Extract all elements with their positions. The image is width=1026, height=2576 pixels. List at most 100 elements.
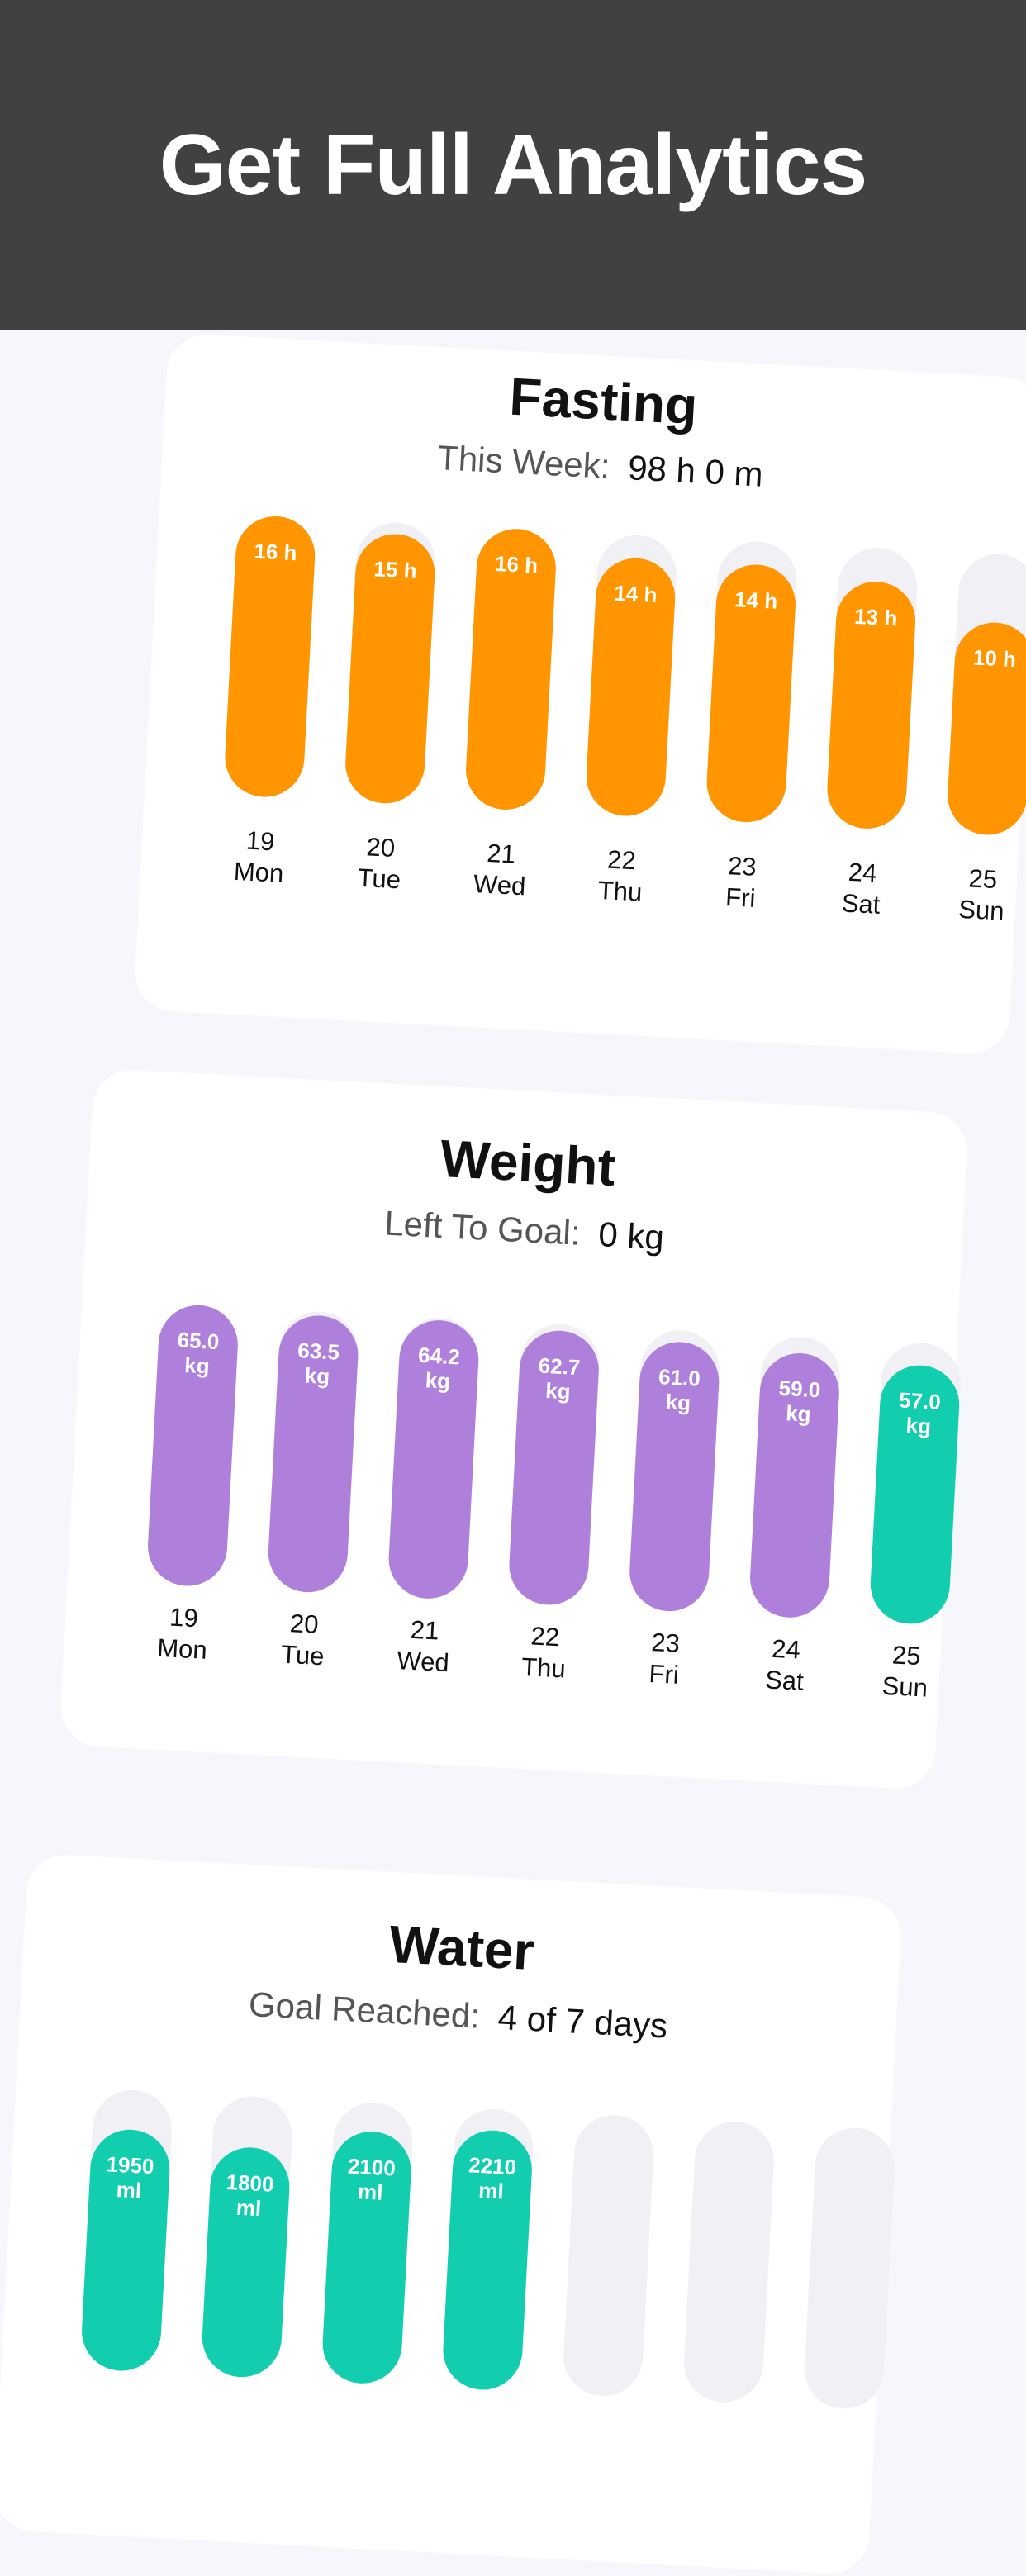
header-title: Get Full Analytics	[159, 116, 868, 213]
bar-day-label: 25 Sun	[846, 1637, 965, 1706]
bar-fill: 2100 ml	[321, 2129, 414, 2386]
bar-weekday: Wed	[396, 1646, 450, 1678]
bar-column: 13 h	[825, 545, 919, 831]
bar-weekday: Tue	[280, 1639, 325, 1671]
bar-day-label: 25 Sun	[923, 861, 1026, 929]
card-subtitle-label: Goal Reached:	[247, 1984, 482, 2036]
weight-bar-chart: 65.0 kg 19 Mon 63.5 kg 20 Tue 64.2 kg 21 Wed 62.7…	[94, 1068, 969, 1703]
bar-fill: 16 h	[463, 526, 558, 812]
bar-fill: 14 h	[705, 562, 798, 825]
bar-value-label: 57.0 kg	[898, 1387, 942, 1439]
bar-column: 15 h	[343, 520, 438, 806]
bar-day-label: 22 Thu	[485, 1618, 604, 1687]
bar-column	[682, 2119, 777, 2405]
bar-column: 62.7 kg	[507, 1322, 601, 1607]
bar-value-label: 16 h	[253, 538, 298, 566]
bar-value-label: 59.0 kg	[777, 1376, 822, 1428]
bar-value-label: 16 h	[494, 550, 539, 578]
bar-day-label: 21 Wed	[441, 835, 560, 904]
bar-day-label: 19 Mon	[124, 1599, 243, 1668]
bar-weekday: Sat	[764, 1665, 805, 1696]
bar-value-label: 65.0 kg	[177, 1327, 221, 1379]
card-subtitle-label: This Week:	[436, 438, 611, 486]
header-banner: Get Full Analytics	[0, 0, 1026, 330]
bar-day-label: 19 Mon	[200, 823, 319, 891]
bar-fill: 62.7 kg	[507, 1328, 601, 1607]
bar-fill: 65.0 kg	[145, 1303, 240, 1588]
bar-fill: 61.0 kg	[627, 1339, 721, 1614]
bar-weekday: Wed	[473, 869, 527, 901]
bar-column: 59.0 kg	[748, 1334, 843, 1620]
bar-value-label: 14 h	[613, 579, 658, 607]
bar-fill: 15 h	[343, 531, 437, 806]
bar-weekday: Sun	[881, 1671, 929, 1703]
bar-track	[802, 2126, 897, 2411]
bar-value-label: 63.5 kg	[297, 1338, 340, 1390]
water-bar-chart: 1950 ml 1800 ml 2100 ml 2210 ml	[28, 1853, 903, 2411]
bar-column: 57.0 kg	[868, 1341, 963, 1626]
bar-fill: 59.0 kg	[748, 1351, 842, 1620]
bar-column	[561, 2113, 656, 2398]
card-subtitle-label: Left To Goal:	[383, 1203, 582, 1252]
bar-weekday: Thu	[520, 1652, 567, 1684]
bar-value-label: 2210 ml	[468, 2151, 517, 2204]
bar-day-label: 24 Sat	[802, 854, 921, 923]
bar-fill: 57.0 kg	[868, 1363, 962, 1626]
bar-weekday: Mon	[156, 1633, 208, 1665]
bar-fill: 64.2 kg	[387, 1318, 481, 1601]
bar-day-label: 24 Sat	[726, 1631, 845, 1699]
bar-weekday: Tue	[356, 863, 401, 895]
bar-value-label: 1950 ml	[105, 2151, 155, 2203]
bar-column: 65.0 kg	[145, 1303, 240, 1588]
bar-column: 14 h	[584, 533, 679, 818]
bar-column: 16 h	[463, 526, 558, 812]
bar-weekday: Mon	[233, 856, 285, 888]
bar-fill: 13 h	[825, 579, 918, 831]
bar-day-label: 23 Fri	[606, 1624, 724, 1693]
bar-value-label: 1800 ml	[225, 2169, 275, 2221]
bar-value-label: 15 h	[373, 555, 418, 583]
bar-column: 61.0 kg	[627, 1328, 722, 1614]
bar-day-label: 20 Tue	[244, 1605, 363, 1674]
bar-column: 10 h	[945, 552, 1026, 837]
bar-track	[682, 2119, 777, 2405]
bar-day-label: 21 Wed	[364, 1612, 483, 1680]
bar-value-label: 13 h	[853, 604, 899, 631]
bar-fill: 2210 ml	[441, 2127, 534, 2392]
bar-column: 14 h	[705, 539, 799, 825]
bar-weekday: Sat	[841, 888, 881, 920]
bar-fill: 63.5 kg	[266, 1314, 360, 1595]
bar-track	[561, 2113, 656, 2398]
bar-value-label: 2100 ml	[347, 2153, 397, 2206]
bar-column: 2100 ml	[321, 2100, 415, 2386]
bar-value-label: 64.2 kg	[417, 1342, 461, 1394]
card-subtitle-value: 4 of 7 days	[496, 1997, 669, 2046]
bar-column	[802, 2126, 897, 2411]
bar-column: 63.5 kg	[266, 1309, 361, 1595]
bar-value-label: 14 h	[734, 586, 779, 614]
bar-fill: 10 h	[945, 620, 1026, 837]
bar-column: 64.2 kg	[387, 1315, 481, 1601]
bar-day-label: 20 Tue	[321, 829, 439, 897]
bar-fill: 16 h	[223, 514, 317, 800]
bar-day-label: 23 Fri	[682, 848, 800, 916]
bar-column: 2210 ml	[441, 2107, 535, 2392]
bar-value-label: 62.7 kg	[538, 1352, 582, 1404]
fasting-card: Fasting This Week: 98 h 0 m 16 h 19 Mon 15 h…	[133, 332, 1026, 1056]
card-subtitle-value: 98 h 0 m	[627, 448, 764, 494]
water-card: Water Goal Reached: 4 of 7 days 1950 ml 18…	[0, 1852, 903, 2576]
bar-fill: 14 h	[584, 555, 677, 818]
bar-value-label: 61.0 kg	[658, 1363, 701, 1415]
bar-weekday: Fri	[648, 1658, 680, 1690]
bar-weekday: Thu	[596, 875, 644, 907]
card-subtitle-value: 0 kg	[597, 1214, 666, 1257]
bar-weekday: Sun	[957, 894, 1005, 926]
bar-day-label: 22 Thu	[562, 842, 681, 910]
bar-fill: 1800 ml	[200, 2145, 292, 2379]
bar-fill: 1950 ml	[79, 2127, 172, 2373]
bar-weekday: Fri	[724, 882, 757, 913]
weight-card: Weight Left To Goal: 0 kg 65.0 kg 19 Mon 63.…	[59, 1067, 969, 1791]
bar-column: 16 h	[223, 514, 317, 800]
bar-value-label: 10 h	[972, 644, 1017, 672]
bar-column: 1950 ml	[79, 2088, 174, 2373]
